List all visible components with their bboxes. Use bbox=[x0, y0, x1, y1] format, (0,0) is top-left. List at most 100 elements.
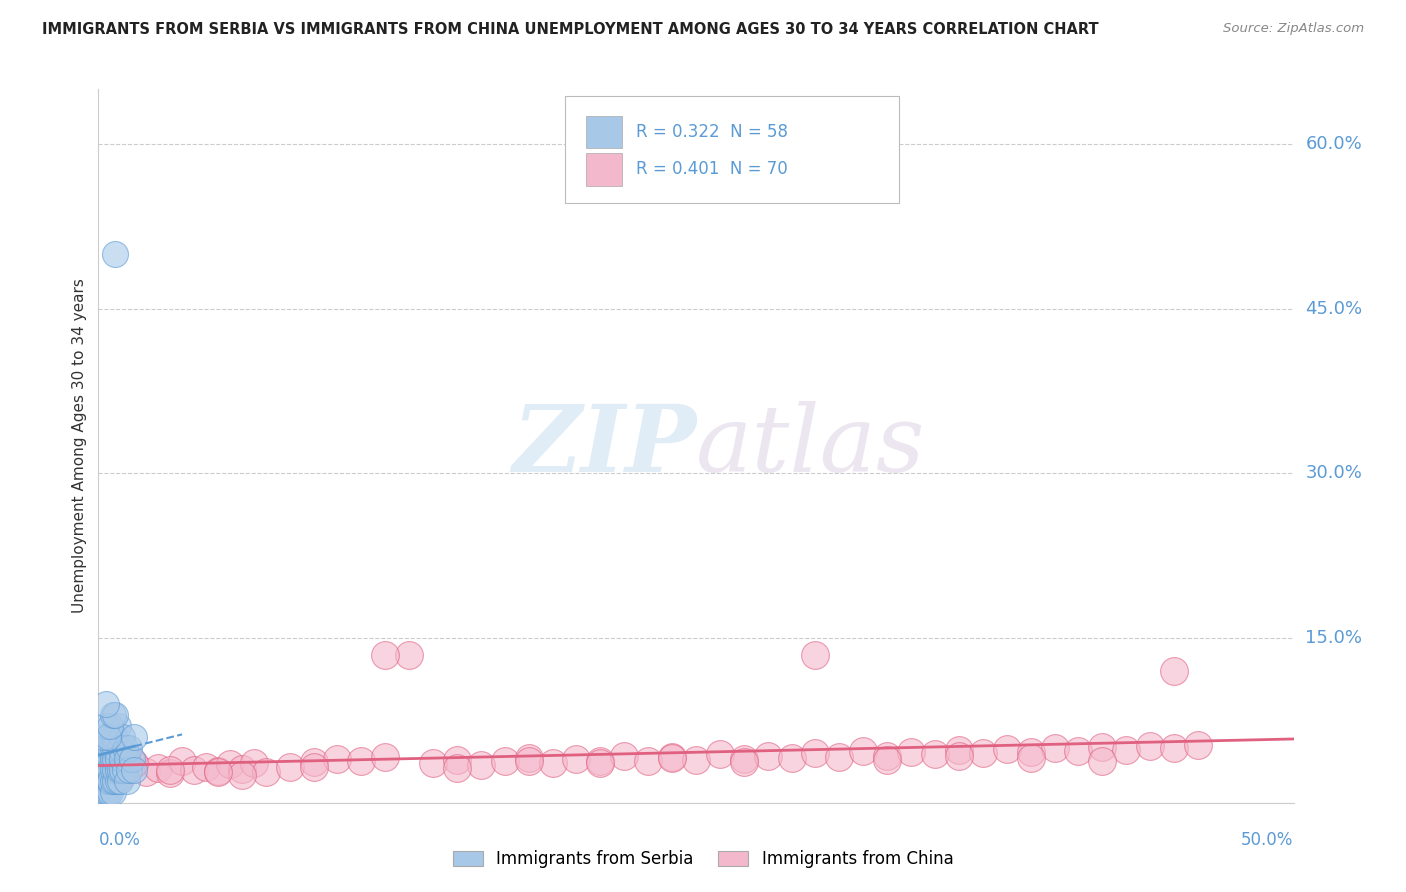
Point bbox=[446, 761, 468, 775]
Point bbox=[278, 759, 301, 773]
Point bbox=[135, 765, 157, 780]
Point bbox=[302, 755, 325, 769]
Point bbox=[254, 765, 277, 780]
Point bbox=[565, 752, 588, 766]
Point bbox=[852, 744, 875, 758]
Point bbox=[374, 749, 396, 764]
Point bbox=[97, 752, 120, 766]
Y-axis label: Unemployment Among Ages 30 to 34 years: Unemployment Among Ages 30 to 34 years bbox=[72, 278, 87, 614]
Point bbox=[118, 740, 141, 755]
Point bbox=[98, 752, 122, 766]
Point bbox=[94, 752, 117, 766]
Point bbox=[124, 756, 146, 771]
Point bbox=[1139, 739, 1161, 753]
Point bbox=[121, 752, 143, 766]
Point bbox=[98, 773, 122, 788]
Point bbox=[124, 757, 146, 772]
Point bbox=[1187, 738, 1209, 752]
Text: ZIP: ZIP bbox=[512, 401, 696, 491]
Point bbox=[111, 730, 134, 744]
Point bbox=[1115, 743, 1137, 757]
Point bbox=[101, 763, 124, 777]
Point bbox=[828, 749, 851, 764]
Point bbox=[924, 747, 946, 762]
Point bbox=[111, 768, 134, 782]
Point bbox=[1019, 751, 1042, 765]
Point bbox=[948, 743, 970, 757]
Point bbox=[194, 759, 217, 773]
Point bbox=[97, 730, 120, 744]
Point bbox=[90, 773, 112, 788]
Point bbox=[115, 752, 138, 766]
Point bbox=[114, 763, 136, 777]
Point bbox=[613, 748, 636, 763]
Point bbox=[350, 754, 373, 768]
Point bbox=[183, 763, 205, 777]
Point bbox=[207, 764, 229, 778]
Point bbox=[900, 745, 922, 759]
Point bbox=[108, 740, 131, 755]
Point bbox=[94, 773, 117, 788]
Point bbox=[94, 763, 117, 777]
Point bbox=[124, 763, 146, 777]
Point bbox=[219, 757, 242, 772]
Point bbox=[97, 763, 120, 777]
Point bbox=[101, 785, 124, 799]
Point bbox=[374, 648, 396, 662]
Point bbox=[709, 747, 731, 762]
Point bbox=[1163, 664, 1185, 678]
Point bbox=[98, 740, 122, 755]
Point bbox=[98, 785, 122, 799]
Point bbox=[589, 754, 612, 768]
Point bbox=[948, 748, 970, 763]
Text: 0.0%: 0.0% bbox=[98, 831, 141, 849]
Point bbox=[1163, 740, 1185, 755]
Text: 15.0%: 15.0% bbox=[1305, 629, 1362, 647]
Point bbox=[101, 773, 124, 788]
Point bbox=[104, 763, 127, 777]
Text: 50.0%: 50.0% bbox=[1241, 831, 1294, 849]
FancyBboxPatch shape bbox=[586, 116, 621, 148]
Point bbox=[101, 740, 124, 755]
Point bbox=[114, 740, 136, 755]
Point bbox=[589, 756, 612, 771]
Point bbox=[107, 752, 129, 766]
Point bbox=[804, 648, 827, 662]
Point bbox=[780, 751, 803, 765]
Point bbox=[1019, 745, 1042, 759]
Point bbox=[107, 719, 129, 733]
Point bbox=[94, 785, 117, 799]
Point bbox=[995, 742, 1018, 756]
Point bbox=[159, 766, 181, 780]
Point bbox=[1043, 740, 1066, 755]
Point bbox=[104, 708, 127, 723]
Point bbox=[101, 708, 124, 723]
Point bbox=[108, 773, 131, 788]
Point bbox=[637, 754, 659, 768]
Point bbox=[111, 763, 134, 777]
Point bbox=[1091, 739, 1114, 754]
Point bbox=[207, 765, 229, 780]
Point bbox=[97, 773, 120, 788]
Point bbox=[115, 773, 138, 788]
Point bbox=[661, 751, 683, 765]
Point bbox=[107, 763, 129, 777]
FancyBboxPatch shape bbox=[565, 96, 900, 203]
Point bbox=[91, 730, 114, 744]
Point bbox=[733, 755, 755, 769]
Point bbox=[101, 730, 124, 744]
Text: Source: ZipAtlas.com: Source: ZipAtlas.com bbox=[1223, 22, 1364, 36]
Point bbox=[494, 754, 516, 768]
Point bbox=[104, 247, 127, 261]
Text: 30.0%: 30.0% bbox=[1305, 465, 1362, 483]
Point bbox=[104, 773, 127, 788]
Text: IMMIGRANTS FROM SERBIA VS IMMIGRANTS FROM CHINA UNEMPLOYMENT AMONG AGES 30 TO 34: IMMIGRANTS FROM SERBIA VS IMMIGRANTS FRO… bbox=[42, 22, 1099, 37]
Point bbox=[91, 763, 114, 777]
Point bbox=[302, 759, 325, 773]
Point bbox=[231, 762, 253, 776]
Point bbox=[231, 768, 253, 782]
Point bbox=[1067, 744, 1090, 758]
Point bbox=[756, 748, 779, 763]
Point bbox=[876, 753, 898, 767]
Text: 45.0%: 45.0% bbox=[1305, 300, 1362, 318]
